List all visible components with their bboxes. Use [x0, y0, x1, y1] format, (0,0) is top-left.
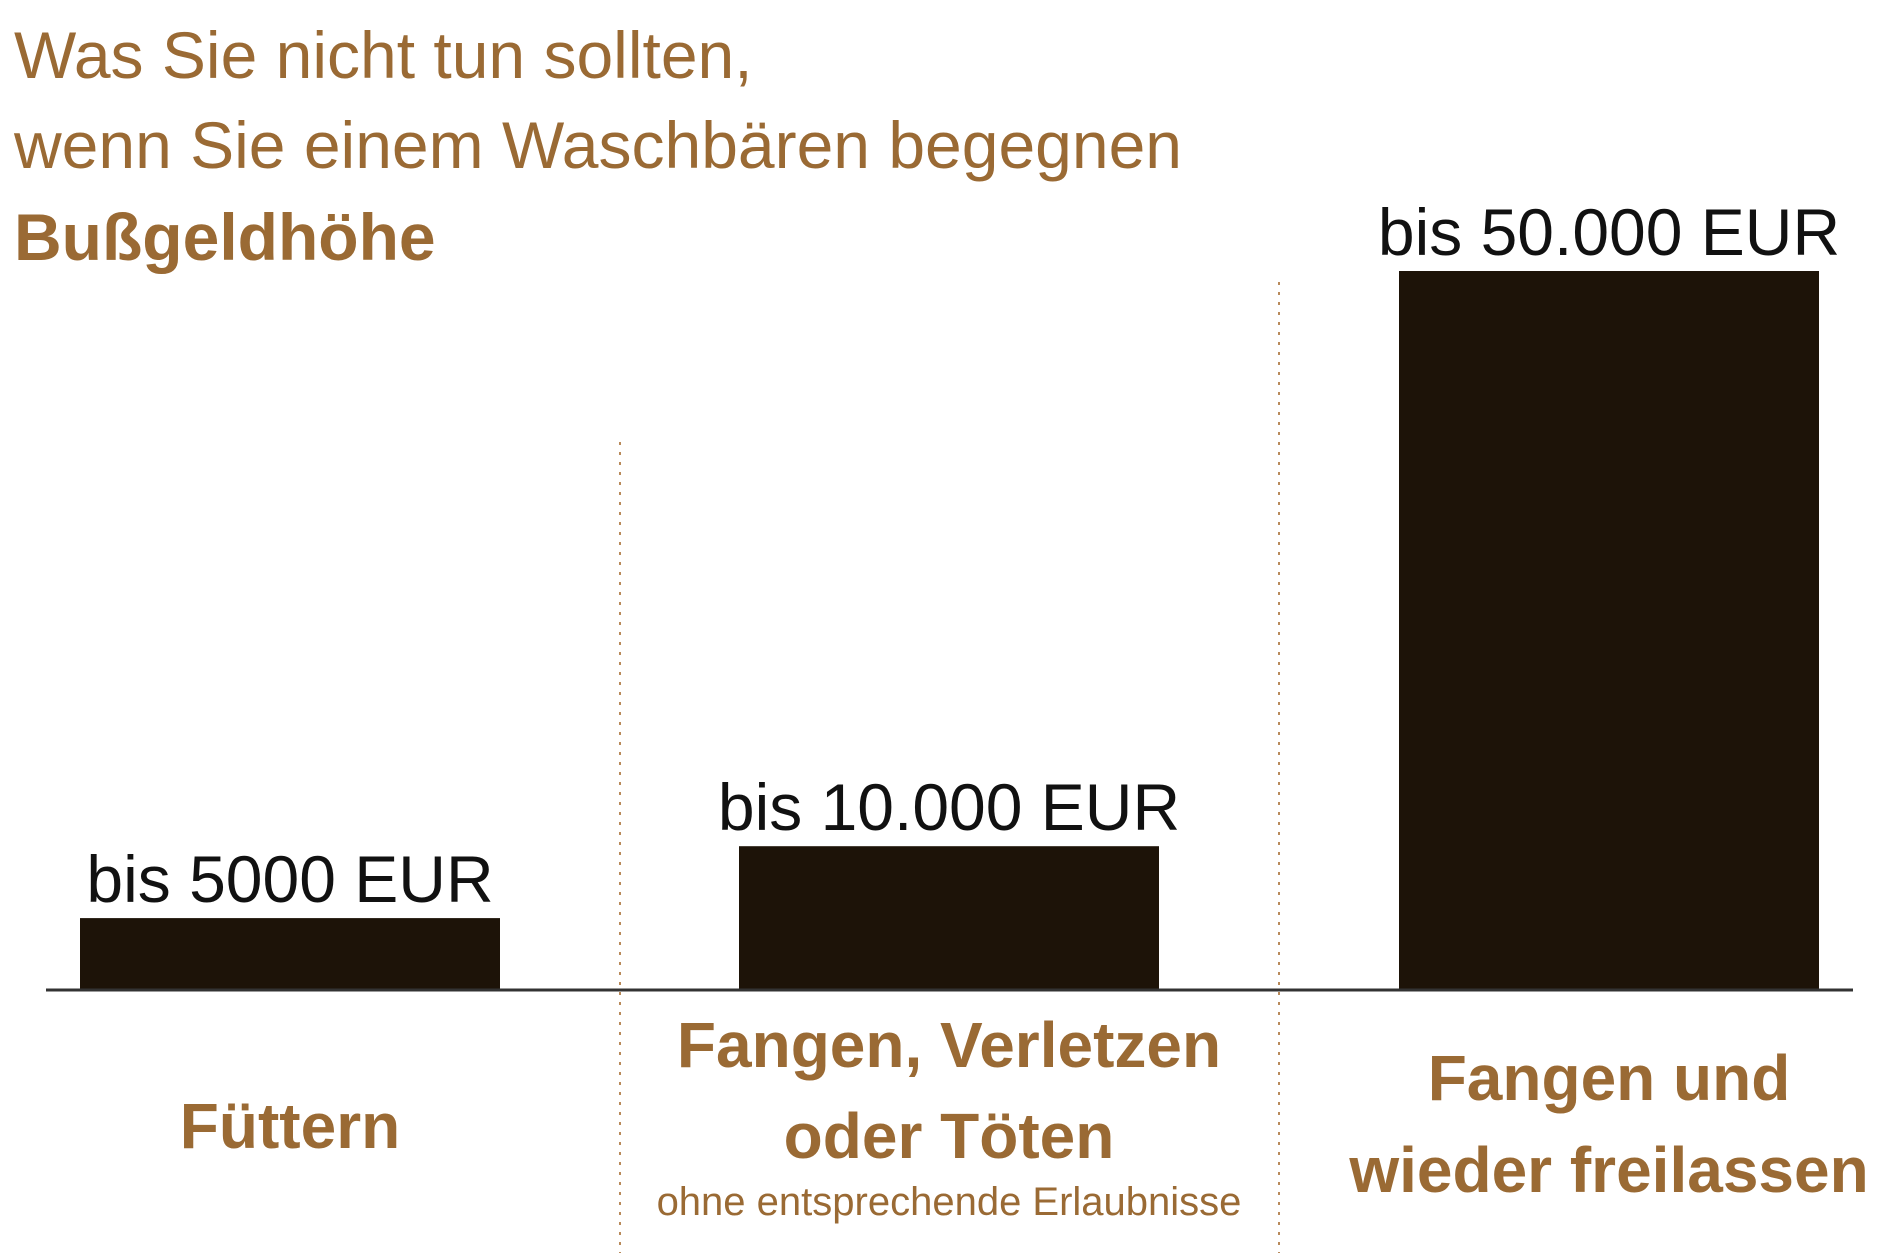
bar-2	[739, 846, 1159, 990]
value-label-1: bis 5000 EUR	[86, 842, 493, 916]
category-label-3-line-2: wieder freilassen	[1348, 1134, 1868, 1206]
value-label-2: bis 10.000 EUR	[718, 770, 1180, 844]
category-label-3-line-1: Fangen und	[1428, 1042, 1791, 1114]
chart-title-line-1: Was Sie nicht tun sollten,	[14, 18, 753, 92]
chart-title-line-2: wenn Sie einem Waschbären begegnen	[13, 108, 1182, 182]
category-label-1-line-1: Füttern	[180, 1090, 400, 1162]
value-label-3: bis 50.000 EUR	[1378, 195, 1840, 269]
bar-3	[1399, 271, 1819, 990]
category-label-2-line-2: oder Töten	[784, 1100, 1115, 1172]
category-note-2: ohne entsprechende Erlaubnisse	[657, 1180, 1242, 1224]
category-label-2-line-1: Fangen, Verletzen	[677, 1009, 1221, 1081]
chart-subtitle: Bußgeldhöhe	[14, 200, 436, 274]
bar-1	[80, 918, 500, 990]
